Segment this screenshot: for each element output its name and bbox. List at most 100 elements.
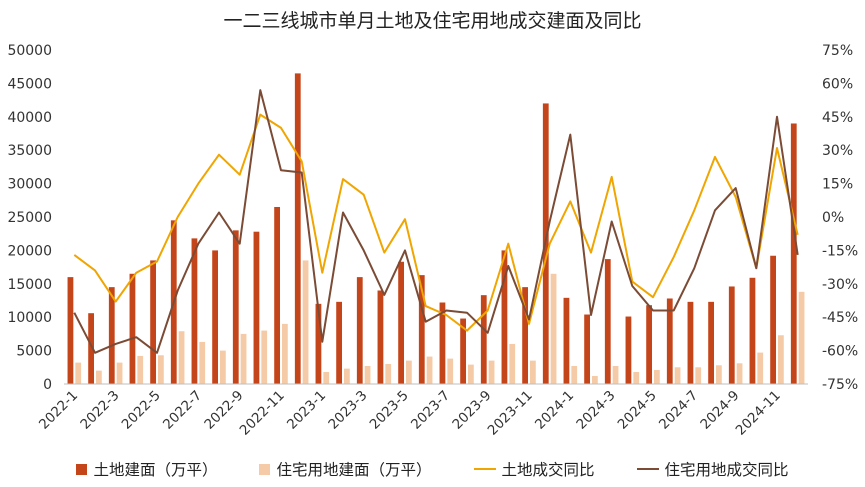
bar-residential-area [633,371,640,384]
x-tick-label: 2024-1 [532,388,577,433]
y-left-tick-label: 50000 [7,43,52,59]
x-tick-label: 2023-1 [284,388,329,433]
legend-item-land-yoy: 土地成交同比 [473,458,595,480]
bar-residential-area [178,331,185,384]
bar-land-area [67,277,74,384]
y-left-tick-label: 15000 [7,277,52,293]
legend-swatch-land-yoy [473,468,496,470]
line-residential-yoy [73,89,799,354]
bar-residential-area [158,355,164,384]
bar-land-area [770,255,776,384]
bar-land-area [646,305,652,384]
bar-residential-area [488,360,495,384]
bar-residential-area [75,362,82,384]
y-right-tick-label: 30% [822,143,853,159]
bar-land-area [274,206,280,384]
y-right-tick-label: -15% [822,243,858,259]
bar-land-area [377,290,384,384]
bar-land-area [232,230,239,384]
bar-residential-area [137,355,144,384]
y-left-tick-label: 5000 [16,344,52,360]
bar-residential-area [654,369,660,384]
bar-land-area [604,259,611,384]
bar-series-residential [75,260,805,384]
x-tick-label: 2024-5 [615,388,660,433]
bar-land-area [294,73,301,384]
y-left-tick-label: 0 [43,377,52,393]
legend-item-land-area: 土地建面（万平） [76,458,217,480]
legend-label-land-area: 土地建面（万平） [93,461,218,479]
bar-residential-area [240,333,247,384]
y-left-tick-label: 40000 [7,110,52,126]
bar-residential-area [282,323,288,384]
x-tick-label: 2024-7 [656,388,701,433]
bar-land-area [501,250,508,384]
legend-swatch-residential-area [259,463,271,475]
bar-residential-area [798,291,805,384]
bar-residential-area [302,260,309,384]
bar-land-area [666,298,673,384]
bar-residential-area [695,367,702,384]
bar-land-area [563,297,570,384]
bar-residential-area [385,363,392,384]
y-right-tick-label: 60% [822,76,853,92]
x-tick-label: 2023-5 [367,388,412,433]
legend-label-land-yoy: 土地成交同比 [501,461,595,479]
y-right-tick-label: 0% [822,210,844,226]
bar-land-area [150,260,156,384]
bar-land-area [728,286,735,384]
bar-land-area [253,231,260,384]
y-left-tick-label: 20000 [7,243,52,259]
x-tick-label: 2022-5 [119,388,164,433]
bar-land-area [315,303,322,384]
y-left-tick-label: 35000 [7,143,52,159]
bar-land-area [708,301,714,384]
bar-residential-area [261,330,268,384]
line-series-group [73,89,799,354]
y-right-tick-label: 75% [822,43,853,59]
line-land-yoy [73,113,799,332]
y-right-tick-label: -45% [822,310,858,326]
bar-land-area [398,261,404,384]
bar-land-area [88,313,94,384]
y-right-tick-label: -60% [822,344,858,360]
y-right-tick-label: 45% [822,110,853,126]
bar-land-area [749,277,756,384]
y-left-tick-label: 10000 [7,310,52,326]
x-tick-label: 2024-3 [573,388,618,433]
bar-land-area [336,301,342,384]
bar-residential-area [344,368,350,384]
bar-residential-area [116,362,123,384]
x-tick-label: 2023-7 [408,388,453,433]
bar-residential-area [323,371,330,384]
bar-land-area [584,314,590,384]
bar-land-area [522,287,528,384]
x-tick-label: 2022-1 [36,388,81,433]
legend-item-residential-area: 住宅用地建面（万平） [259,458,432,480]
y-right-tick-label: -30% [822,277,858,293]
bar-residential-area [716,365,722,384]
bar-residential-area [674,367,681,384]
legend-label-residential-area: 住宅用地建面（万平） [276,461,432,479]
bar-land-area [108,287,115,384]
bar-residential-area [364,365,371,384]
bar-residential-area [757,352,764,384]
bar-land-area [129,273,136,384]
bar-residential-area [550,273,557,384]
x-tick-label: 2022-3 [77,388,122,433]
legend-label-residential-yoy: 住宅用地成交同比 [664,461,789,479]
bar-residential-area [468,364,474,384]
bar-residential-area [220,350,226,384]
bar-residential-area [96,370,102,384]
legend: 土地建面（万平） 住宅用地建面（万平） 土地成交同比 住宅用地成交同比 [0,458,865,480]
bar-residential-area [199,341,206,384]
bar-residential-area [778,335,784,384]
bar-residential-area [592,375,598,384]
y-left-tick-label: 30000 [7,177,52,193]
x-tick-label: 2023-11 [485,388,536,439]
bar-land-area [625,316,632,384]
bar-residential-area [612,365,619,384]
y-right-tick-label: 15% [822,177,853,193]
bar-land-area [460,318,466,384]
